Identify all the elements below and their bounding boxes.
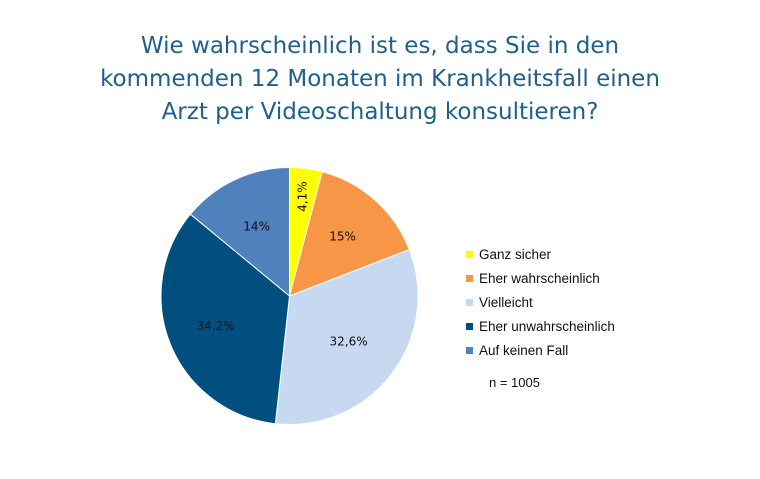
legend: Ganz sicher Eher wahrscheinlich Vielleic… xyxy=(466,242,615,362)
slice-data-label: 4,1% xyxy=(295,181,309,212)
legend-label: Eher unwahrscheinlich xyxy=(479,318,615,334)
slice-data-label: 15% xyxy=(329,230,356,244)
title-line-2: kommenden 12 Monaten im Krankheitsfall e… xyxy=(100,66,660,92)
legend-label: Ganz sicher xyxy=(479,246,552,262)
pie-slices xyxy=(160,166,419,425)
legend-item-eher-unwahrscheinlich: Eher unwahrscheinlich xyxy=(466,314,615,338)
legend-item-vielleicht: Vielleicht xyxy=(466,290,615,314)
title-line-3: Arzt per Videoschaltung konsultieren? xyxy=(161,99,599,125)
pie-slice-eher-unwahrscheinlich xyxy=(160,213,291,425)
pie-slice-auf-keinen-fall xyxy=(189,166,290,298)
legend-swatch xyxy=(466,298,473,306)
pie-labels: 4,1% 15% 32,6% 34,2% 14% xyxy=(197,181,368,348)
legend-item-auf-keinen-fall: Auf keinen Fall xyxy=(466,338,615,362)
slice-data-label: 14% xyxy=(243,219,270,233)
pie-slice-eher-wahrscheinlich xyxy=(288,171,410,297)
slice-data-label: 32,6% xyxy=(330,334,368,348)
chart-title: Wie wahrscheinlich ist es, dass Sie in d… xyxy=(0,30,760,129)
legend-swatch xyxy=(466,274,473,282)
pie-slice-vielleicht xyxy=(274,248,419,425)
legend-label: Eher wahrscheinlich xyxy=(479,270,600,286)
legend-swatch xyxy=(466,250,473,258)
legend-item-ganz-sicher: Ganz sicher xyxy=(466,242,615,266)
sample-size-note: n = 1005 xyxy=(489,375,540,390)
legend-swatch xyxy=(466,346,473,354)
slice-data-label: 34,2% xyxy=(197,319,235,333)
legend-item-eher-wahrscheinlich: Eher wahrscheinlich xyxy=(466,266,615,290)
legend-swatch xyxy=(466,322,473,330)
title-line-1: Wie wahrscheinlich ist es, dass Sie in d… xyxy=(140,33,620,59)
legend-label: Auf keinen Fall xyxy=(479,342,569,358)
legend-label: Vielleicht xyxy=(479,294,533,310)
